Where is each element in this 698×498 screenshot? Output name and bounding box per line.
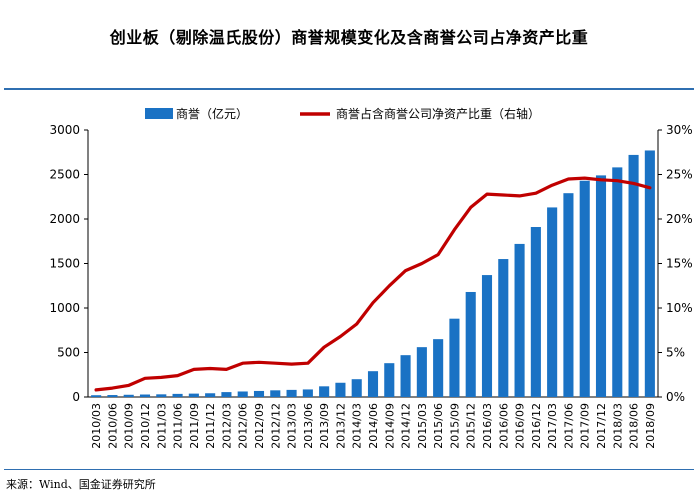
x-axis-tick-label: 2011/09 (188, 403, 201, 449)
x-axis-tick-label: 2015/06 (432, 403, 445, 449)
legend-line-label: 商誉占含商誉公司净资产比重（右轴） (336, 106, 540, 121)
bar (530, 227, 541, 397)
bar (107, 395, 118, 397)
left-axis-tick-label: 3000 (49, 123, 80, 137)
x-axis-tick-label: 2016/03 (481, 403, 494, 449)
top-rule (4, 88, 694, 90)
right-axis-tick-label: 30% (666, 123, 693, 137)
x-axis-tick-label: 2017/03 (546, 403, 559, 449)
x-axis-tick-label: 2012/03 (220, 403, 233, 449)
left-axis-tick-label: 2500 (49, 168, 80, 182)
bar (139, 394, 151, 397)
bar (335, 382, 346, 397)
bar (205, 393, 216, 397)
source-note: 来源：Wind、国金证券研究所 (6, 478, 156, 491)
x-axis-tick-label: 2012/06 (237, 403, 250, 449)
bar (286, 389, 297, 397)
chart-title: 创业板（剔除温氏股份）商誉规模变化及含商誉公司占净资产比重 (109, 28, 589, 47)
bar (547, 207, 558, 397)
x-axis-tick-label: 2014/03 (351, 403, 364, 449)
left-axis-tick-label: 0 (72, 390, 80, 404)
x-axis-tick-label: 2014/12 (400, 403, 413, 449)
x-axis-tick-label: 2010/12 (139, 403, 152, 449)
x-axis-tick-label: 2018/06 (628, 403, 641, 449)
x-axis-tick-label: 2011/12 (204, 403, 217, 449)
x-axis-tick-label: 2017/09 (579, 403, 592, 449)
x-axis-tick-label: 2010/09 (123, 403, 136, 449)
right-axis-tick-label: 25% (666, 168, 693, 182)
bar (351, 379, 362, 397)
x-axis-tick-label: 2012/12 (269, 403, 282, 449)
x-axis-tick-label: 2013/09 (318, 403, 331, 449)
bar (628, 154, 639, 397)
x-axis-tick-label: 2011/03 (155, 403, 168, 449)
right-axis-tick-label: 5% (666, 346, 685, 360)
bar (449, 318, 460, 397)
right-axis-tick-label: 20% (666, 212, 693, 226)
x-axis-tick-label: 2015/09 (448, 403, 461, 449)
bar (253, 390, 265, 397)
x-axis-tick-label: 2013/03 (286, 403, 299, 449)
x-axis-tick-label: 2010/06 (106, 403, 119, 449)
bar (221, 392, 232, 397)
left-axis-tick-label: 2000 (49, 212, 80, 226)
bar (644, 150, 655, 397)
bar (270, 390, 281, 397)
x-axis-tick-label: 2015/12 (465, 403, 478, 449)
x-axis-tick-label: 2018/09 (644, 403, 657, 449)
left-axis-tick-label: 1500 (49, 257, 80, 271)
bar (498, 259, 509, 397)
bar (433, 339, 444, 397)
right-axis-tick-label: 10% (666, 301, 693, 315)
bar (595, 175, 607, 397)
bar (400, 355, 411, 397)
legend-bar-label: 商誉（亿元） (176, 106, 248, 121)
x-axis-tick-label: 2012/09 (253, 403, 266, 449)
ratio-line (94, 176, 652, 392)
right-axis-tick-label: 0% (666, 390, 685, 404)
bar (123, 394, 134, 397)
x-axis-tick-label: 2011/06 (172, 403, 185, 449)
bar (188, 393, 199, 397)
left-axis-tick-label: 500 (57, 346, 80, 360)
left-axis-tick-label: 1000 (49, 301, 80, 315)
bar (416, 347, 427, 397)
x-axis-tick-label: 2015/03 (416, 403, 429, 449)
x-axis-tick-label: 2017/12 (595, 403, 608, 449)
x-axis-tick-label: 2016/06 (497, 403, 510, 449)
bar (156, 394, 167, 397)
x-axis-tick-label: 2016/09 (514, 403, 527, 449)
right-axis-tick-label: 15% (666, 257, 693, 271)
bar (612, 167, 623, 397)
x-axis-tick-label: 2017/06 (562, 403, 575, 449)
bar (514, 243, 525, 397)
x-axis-tick-label: 2013/06 (302, 403, 315, 449)
bar (172, 393, 183, 397)
bar (319, 386, 330, 397)
bar (481, 275, 493, 397)
bar (579, 180, 590, 397)
bar (563, 193, 574, 397)
bar (302, 389, 313, 397)
x-axis-tick-label: 2016/12 (530, 403, 543, 449)
x-axis-tick-label: 2014/06 (367, 403, 380, 449)
x-axis-tick-label: 2018/03 (611, 403, 624, 449)
bar (237, 391, 248, 397)
x-axis-tick-label: 2010/03 (90, 403, 103, 449)
x-axis-tick-label: 2014/09 (383, 403, 396, 449)
x-axis-tick-label: 2013/12 (334, 403, 347, 449)
legend-bar-swatch (145, 108, 173, 119)
bar (384, 363, 395, 397)
bar (465, 291, 476, 397)
bottom-rule (4, 469, 694, 470)
bar (91, 395, 102, 397)
bar (367, 371, 379, 397)
